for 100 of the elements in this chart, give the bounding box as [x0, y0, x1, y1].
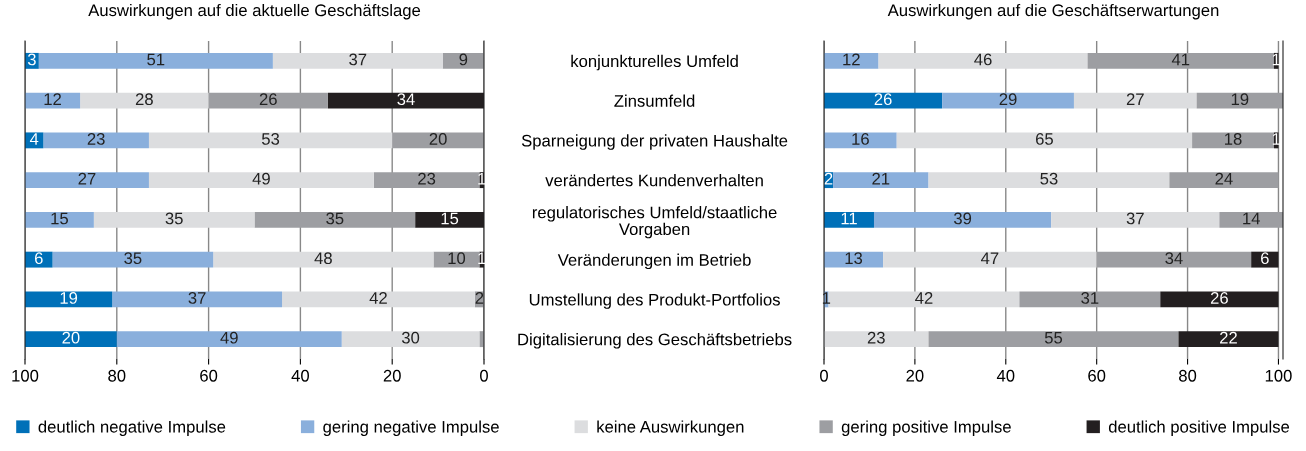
y-tick-label: Umstellung des Produkt-Portfolios — [529, 293, 780, 309]
y-tick-label: Veränderungen im Betrieb — [557, 253, 751, 270]
bar — [80, 92, 209, 109]
x-tick-label: 60 — [200, 369, 218, 382]
data-label: 29 — [999, 93, 1017, 106]
bar — [25, 331, 117, 348]
data-label: 47 — [980, 252, 999, 264]
data-label: 37 — [188, 292, 206, 304]
bar — [25, 172, 149, 189]
legend-label: keine Auswirkungen — [597, 420, 744, 436]
bar — [93, 211, 255, 228]
bar — [52, 251, 214, 268]
data-label: 23 — [418, 172, 436, 185]
data-label: 46 — [974, 53, 992, 66]
bar — [112, 291, 283, 308]
bar — [824, 331, 929, 348]
x-tick-label: 40 — [291, 369, 310, 382]
y-tick-label: regulatorisches Umfeld/staatliche Vorgaben — [532, 206, 777, 239]
bar — [1073, 92, 1197, 109]
data-label: 22 — [1220, 331, 1237, 344]
data-label: 6 — [34, 252, 43, 265]
data-label: 28 — [135, 93, 153, 106]
data-label: 19 — [60, 292, 78, 304]
bar — [1178, 331, 1279, 348]
bar — [873, 211, 1052, 228]
bar — [1051, 211, 1220, 228]
data-label: 37 — [349, 53, 367, 66]
bar — [942, 92, 1074, 109]
bar — [1160, 291, 1279, 308]
data-label: 26 — [1210, 292, 1228, 304]
y-tick-label: Digitalisierung des Geschäftsbetriebs — [518, 333, 792, 349]
bar — [1087, 52, 1274, 69]
x-tick-label: 80 — [108, 369, 126, 382]
data-label: 2 — [475, 292, 484, 304]
data-label: 10 — [448, 252, 466, 265]
data-label: 4 — [29, 133, 39, 145]
legend-label: gering negative Impulse — [323, 420, 499, 436]
data-label: 30 — [401, 331, 420, 344]
data-label: 26 — [874, 93, 892, 106]
bar — [883, 251, 1097, 268]
data-label: 49 — [252, 172, 270, 185]
data-label: 3 — [27, 53, 36, 66]
x-tick-label: 100 — [12, 369, 39, 382]
bar — [43, 132, 149, 149]
data-label: 27 — [78, 172, 96, 185]
data-label: 65 — [1035, 133, 1053, 145]
bar — [254, 211, 416, 228]
data-label: 16 — [852, 133, 869, 145]
data-label: 12 — [843, 53, 860, 66]
bar — [38, 52, 273, 69]
data-label: 39 — [953, 212, 972, 225]
chart-title: Auswirkungen auf die Geschäftserwartungen — [887, 3, 1219, 20]
data-label: 18 — [1225, 133, 1242, 145]
data-label: 14 — [1243, 212, 1260, 225]
data-label: 34 — [1165, 252, 1183, 265]
bar — [1019, 291, 1161, 308]
bar — [442, 52, 484, 69]
bar — [148, 172, 374, 189]
data-label: 34 — [397, 93, 415, 106]
bar — [25, 211, 94, 228]
y-tick-label: verändertes Kundenverhalten — [545, 174, 763, 187]
bar — [833, 172, 929, 189]
x-tick-label: 20 — [383, 369, 401, 382]
bar — [272, 52, 443, 69]
data-label: 53 — [1040, 172, 1058, 185]
legend-label: deutlich positive Impulse — [1108, 420, 1290, 436]
bar — [896, 132, 1193, 149]
bar — [928, 331, 1179, 348]
data-label: 27 — [1126, 93, 1144, 105]
data-label: 31 — [1081, 292, 1099, 304]
data-label: 35 — [165, 212, 183, 225]
bar — [1169, 172, 1279, 189]
bar — [213, 251, 434, 268]
data-label: 37 — [1126, 212, 1144, 225]
bar — [341, 331, 480, 348]
y-tick-label: Zinsumfeld — [614, 94, 695, 107]
x-tick-label: 20 — [906, 369, 924, 382]
x-tick-label: 100 — [1265, 369, 1292, 382]
bar — [828, 291, 1020, 308]
data-label: 35 — [326, 212, 344, 225]
bar — [1219, 211, 1283, 228]
data-label: 51 — [147, 53, 165, 66]
x-tick-label: 0 — [480, 369, 488, 382]
bar — [116, 331, 342, 348]
data-label: 6 — [1261, 252, 1269, 265]
data-label: 49 — [220, 331, 238, 344]
data-label: 20 — [62, 331, 80, 344]
bar — [392, 132, 484, 149]
data-label: 26 — [259, 93, 277, 106]
data-label: 15 — [51, 212, 68, 225]
data-label: 55 — [1044, 331, 1063, 344]
data-label: 23 — [87, 133, 105, 145]
bar — [824, 52, 879, 69]
bar — [208, 92, 328, 109]
data-label: 35 — [124, 252, 142, 265]
data-label: 2 — [824, 172, 833, 185]
bar — [824, 211, 874, 228]
data-label: 42 — [369, 292, 387, 304]
data-label: 15 — [441, 212, 459, 225]
data-label: 24 — [1215, 172, 1233, 185]
